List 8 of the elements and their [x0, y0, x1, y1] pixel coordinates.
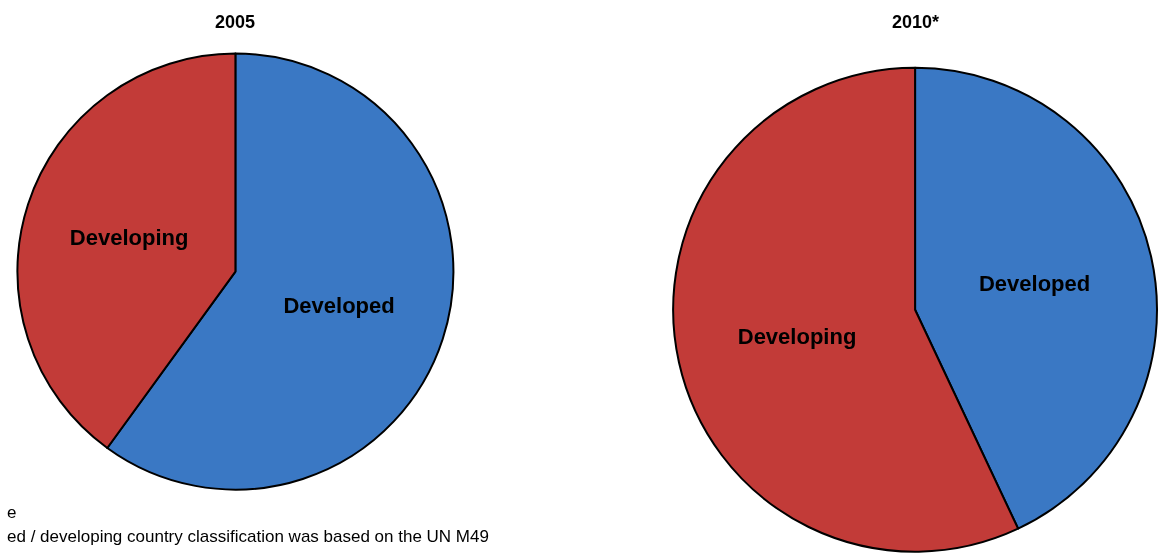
slice-label: Developing [69, 224, 189, 250]
text: ed / developing country classification was based on the UN M49 [7, 527, 489, 546]
slice-label: Developed [978, 270, 1091, 296]
slice-label: Developed [283, 292, 395, 318]
slice-label: Developing [737, 323, 857, 349]
chart-title: 2010* [892, 12, 940, 32]
text: e [7, 503, 17, 522]
chart-title: 2005 [215, 12, 256, 32]
